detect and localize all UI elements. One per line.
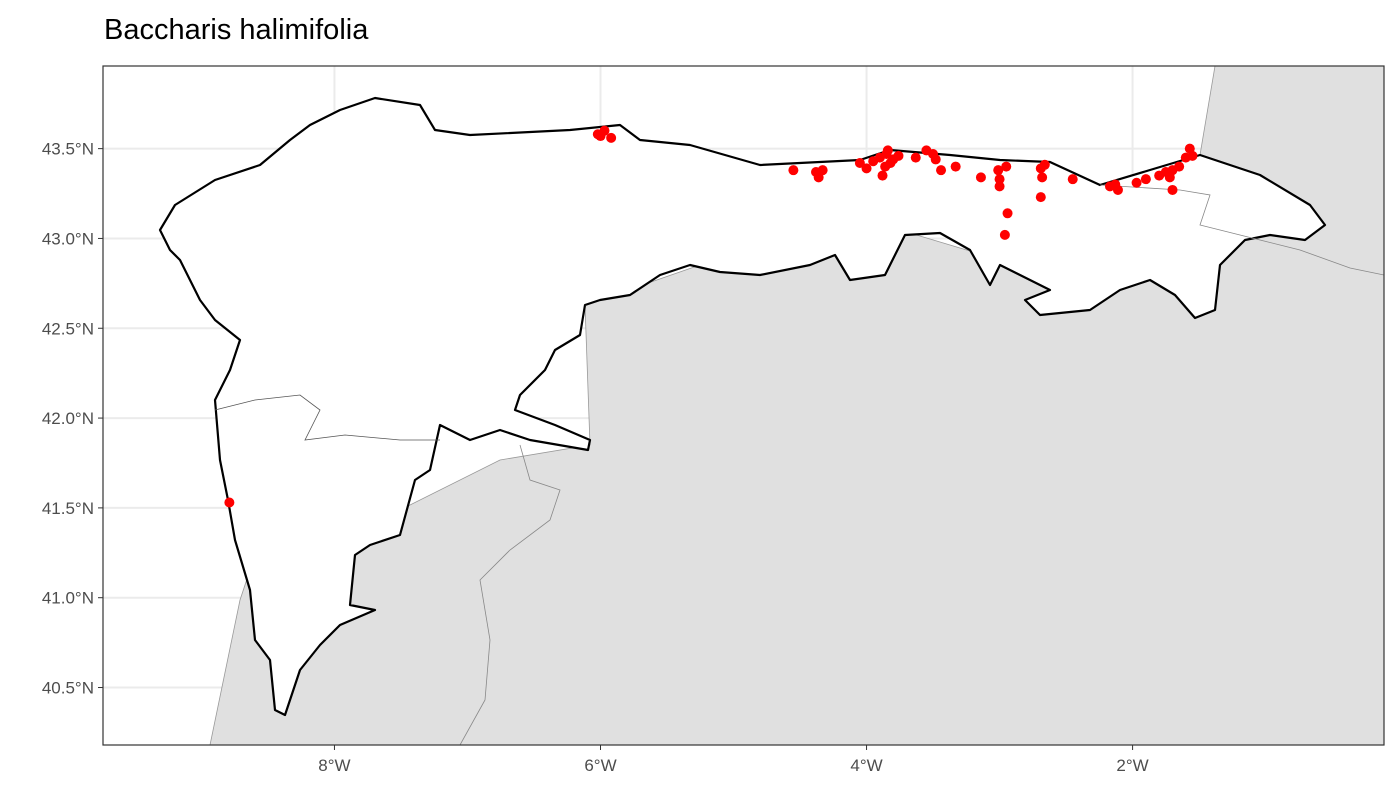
border-line	[1099, 184, 1384, 276]
occurrence-point	[994, 181, 1005, 192]
occurrence-points	[224, 125, 1198, 508]
occurrence-point	[880, 161, 891, 172]
x-tick-label: 8°W	[318, 756, 350, 775]
occurrence-point	[1067, 174, 1078, 185]
occurrence-point	[975, 172, 986, 183]
occurrence-point	[893, 150, 904, 161]
y-tick-label: 42.0°N	[42, 409, 94, 428]
occurrence-point	[930, 154, 941, 165]
occurrence-point	[1039, 159, 1050, 170]
x-tick-label: 6°W	[584, 756, 616, 775]
border-line	[459, 444, 561, 745]
occurrence-point	[1174, 161, 1185, 172]
occurrence-point	[1002, 208, 1013, 219]
occurrence-point	[1110, 179, 1121, 190]
x-tick-label: 2°W	[1116, 756, 1148, 775]
y-tick-label: 41.0°N	[42, 589, 94, 608]
occurrence-point	[950, 161, 961, 172]
map-title: Baccharis halimifolia	[104, 14, 369, 46]
y-tick-label: 43.0°N	[42, 229, 94, 248]
axes: 8°W 6°W 4°W 2°W 40.5°N 41.0°N 41.5°N 42.0°N 42.5…	[42, 140, 1149, 775]
x-tick-label: 4°W	[850, 756, 882, 775]
occurrence-point	[788, 165, 799, 176]
occurrence-point	[861, 163, 872, 174]
occurrence-point	[1001, 161, 1012, 172]
occurrence-point	[1187, 150, 1198, 161]
occurrence-point	[854, 158, 865, 168]
y-tick-label: 42.5°N	[42, 319, 94, 338]
occurrence-point	[999, 229, 1010, 240]
panel-border	[102, 65, 1385, 746]
occurrence-point	[595, 131, 606, 142]
border-line	[214, 394, 440, 441]
region-outline	[158, 96, 1327, 717]
y-tick-label: 41.5°N	[42, 499, 94, 518]
occurrence-point	[1164, 172, 1175, 183]
occurrence-point	[224, 497, 235, 508]
occurrence-point	[882, 145, 893, 156]
occurrence-point	[1037, 172, 1048, 183]
occurrence-point	[936, 165, 947, 176]
occurrence-point	[1167, 184, 1178, 195]
y-tick-label: 43.5°N	[42, 140, 94, 159]
occurrence-point	[606, 132, 617, 143]
occurrence-point	[1035, 192, 1046, 203]
occurrence-point	[1131, 177, 1142, 188]
occurrence-point	[1140, 174, 1151, 185]
occurrence-point	[993, 165, 1004, 176]
occurrence-point	[813, 172, 824, 183]
occurrence-point	[910, 152, 921, 163]
occurrence-point	[994, 174, 1005, 185]
y-tick-label: 40.5°N	[42, 679, 94, 698]
occurrence-point	[877, 170, 888, 181]
